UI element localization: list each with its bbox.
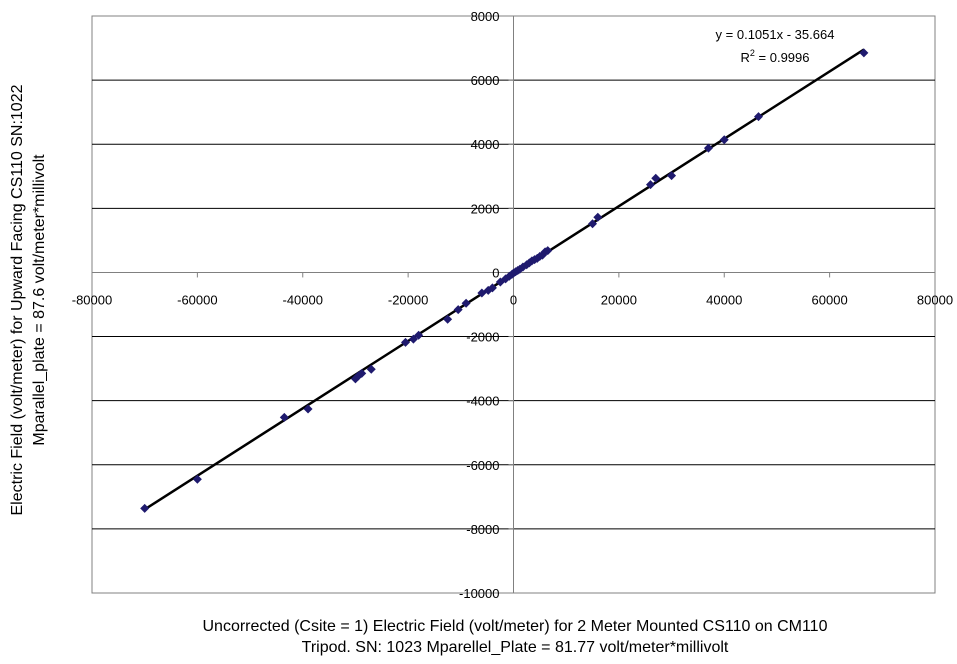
x-tick-label: 0	[510, 292, 517, 307]
y-tick-label: 2000	[471, 201, 500, 216]
y-tick-label: -4000	[466, 394, 499, 409]
x-tick-labels: -80000 -60000 -40000 -20000 0 20000 40000 60000…	[72, 292, 953, 307]
data-point	[192, 474, 202, 484]
data-point	[753, 112, 763, 122]
x-axis-title-line1: Uncorrected (Csite = 1) Electric Field (…	[203, 618, 828, 635]
y-tick-label: -10000	[459, 586, 499, 601]
data-point	[543, 246, 553, 256]
data-point	[357, 368, 367, 378]
data-point	[859, 48, 869, 58]
x-axis-title-line2: Tripod. SN: 1023 Mparellel_Plate = 81.77…	[302, 639, 729, 656]
x-tick-label: -40000	[283, 292, 323, 307]
data-point	[140, 503, 150, 513]
r-squared-value: = 0.9996	[755, 50, 810, 65]
y-tick-labels: 8000 6000 4000 2000 0 -2000 -4000 -6000 -8000 -10…	[459, 9, 499, 601]
r-squared-sup: 2	[750, 48, 755, 58]
y-tick-label: 0	[492, 265, 499, 280]
data-point	[279, 412, 289, 422]
data-point	[719, 135, 729, 145]
data-point	[645, 180, 655, 190]
y-axis-title-line1: Electric Field (volt/meter) for Upward F…	[9, 84, 26, 515]
y-tick-label: -6000	[466, 458, 499, 473]
data-points	[140, 48, 869, 513]
x-tick-label: -60000	[177, 292, 217, 307]
data-point	[443, 314, 453, 324]
data-point	[588, 219, 598, 229]
x-tick-label: 60000	[812, 292, 848, 307]
y-tick-label: 8000	[471, 9, 500, 24]
x-tick-label: -80000	[72, 292, 112, 307]
y-tick-label: 6000	[471, 73, 500, 88]
data-point	[593, 212, 603, 222]
data-point	[461, 298, 471, 308]
data-point	[453, 305, 463, 315]
x-tick-label: 40000	[706, 292, 742, 307]
y-tick-label: 4000	[471, 137, 500, 152]
x-tick-label: 20000	[601, 292, 637, 307]
y-tick-label: -2000	[466, 330, 499, 345]
data-point	[667, 171, 677, 181]
data-point	[414, 330, 424, 340]
r-squared-label: R2 = 0.9996	[741, 48, 810, 65]
trendline-equation: y = 0.1051x - 35.664	[716, 27, 835, 42]
x-tick-label: 80000	[917, 292, 953, 307]
data-point	[408, 334, 418, 344]
data-point	[303, 404, 313, 414]
data-point	[703, 143, 713, 153]
x-tick-label: -20000	[388, 292, 428, 307]
r-squared-r: R	[741, 50, 750, 65]
y-axis-title-line2: Mparallel_plate = 87.6 volt/meter*milliv…	[31, 154, 48, 446]
data-point	[487, 283, 497, 293]
data-point	[400, 337, 410, 347]
y-tick-label: -8000	[466, 522, 499, 537]
data-point	[651, 173, 661, 183]
data-point	[366, 364, 376, 374]
